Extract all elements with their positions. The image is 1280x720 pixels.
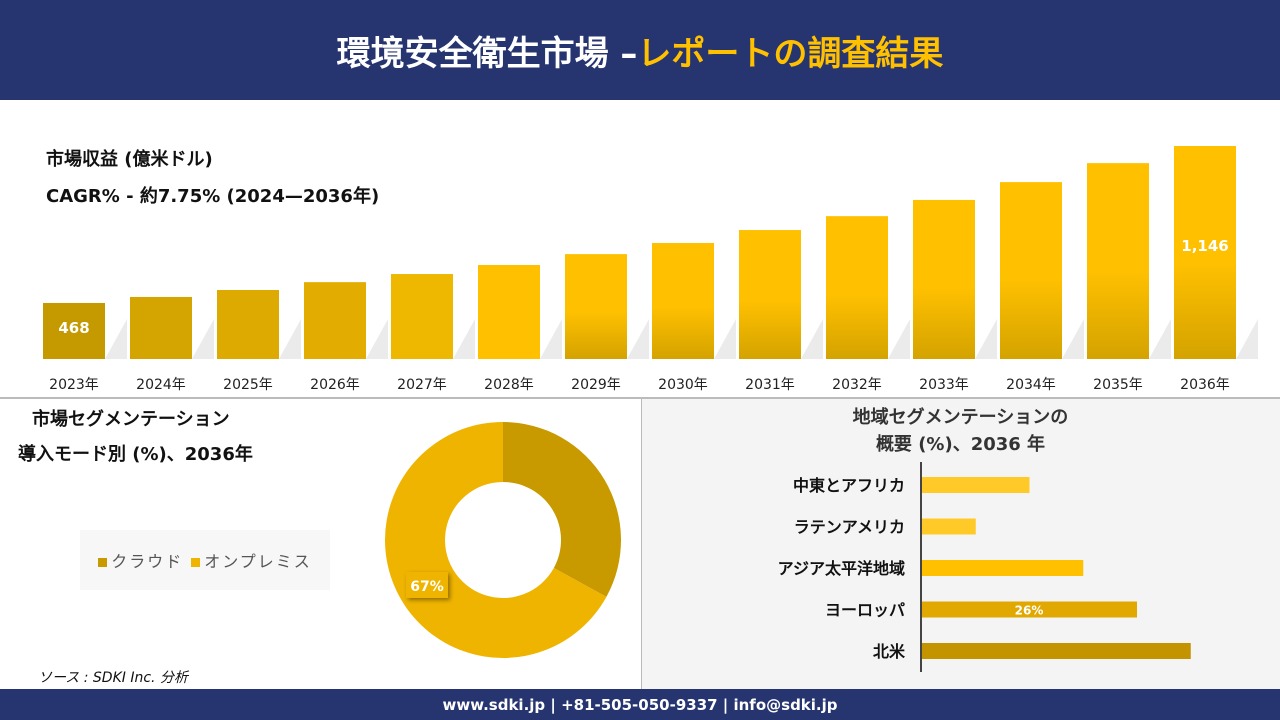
region-panel xyxy=(641,399,1280,689)
donut-slice xyxy=(503,422,621,597)
x-tick-label: 2034年 xyxy=(1006,377,1056,393)
source-note: ソース : SDKI Inc. 分析 xyxy=(38,670,188,686)
legend-swatch xyxy=(98,558,108,567)
region-bar xyxy=(922,518,976,535)
bar-shadow xyxy=(888,319,910,359)
bar-shadow xyxy=(975,319,997,359)
region-bar xyxy=(922,601,1137,618)
x-tick-label: 2035年 xyxy=(1093,377,1143,393)
legend-label: オンプレミス xyxy=(204,552,312,571)
bar-shadow xyxy=(366,319,388,359)
revenue-bar xyxy=(565,254,627,359)
donut-legend: クラウド オンプレミス xyxy=(80,530,330,590)
footer-contact: www.sdki.jp | +81-505-050-9337 | info@sd… xyxy=(0,689,1280,720)
revenue-bar xyxy=(652,243,714,359)
region-title-line2: 概要 (%)、2036 年 xyxy=(875,434,1046,455)
region-data-label: 26% xyxy=(1015,604,1044,618)
cagr-subtitle: CAGR% - 約7.75% (2024—2036年) xyxy=(46,186,380,207)
x-tick-label: 2033年 xyxy=(919,377,969,393)
legend-item-cloud: クラウド xyxy=(98,548,183,572)
revenue-bar xyxy=(391,274,453,359)
donut-data-label: 67% xyxy=(410,579,444,595)
x-tick-label: 2024年 xyxy=(136,377,186,393)
region-label: 中東とアフリカ xyxy=(793,476,905,495)
bar-data-label: 468 xyxy=(58,319,89,337)
bar-shadow xyxy=(192,319,214,359)
bar-shadow xyxy=(1062,319,1084,359)
x-tick-label: 2029年 xyxy=(571,377,621,393)
x-tick-label: 2026年 xyxy=(310,377,360,393)
divider xyxy=(0,397,1280,399)
revenue-bar xyxy=(43,302,105,359)
region-bar xyxy=(922,643,1191,659)
header-banner: 環境安全衛生市場 – レポートの調査結果 xyxy=(0,0,1280,100)
region-label: ラテンアメリカ xyxy=(794,518,905,537)
x-tick-label: 2025年 xyxy=(223,377,273,393)
revenue-bar xyxy=(1087,163,1149,359)
bar-data-label: 1,146 xyxy=(1181,237,1228,255)
segment-title: 市場セグメンテーション xyxy=(32,409,230,430)
x-tick-label: 2032年 xyxy=(832,377,882,393)
region-label: アジア太平洋地域 xyxy=(778,559,905,578)
bar-shadow xyxy=(105,319,127,359)
x-tick-label: 2023年 xyxy=(49,377,99,393)
revenue-bar xyxy=(304,282,366,359)
revenue-title: 市場収益 (億米ドル) xyxy=(46,149,213,170)
x-tick-label: 2027年 xyxy=(397,377,447,393)
x-tick-label: 2030年 xyxy=(658,377,708,393)
region-label: ヨーロッパ xyxy=(825,601,905,620)
legend-swatch xyxy=(191,558,201,567)
revenue-bar-chart: 2023年 468 2024年 2025年 2026年 2027年 2028年 2029年 20… xyxy=(43,146,1258,393)
region-bar xyxy=(922,477,1030,493)
x-tick-label: 2036年 xyxy=(1180,377,1230,393)
region-title-line1: 地域セグメンテーションの xyxy=(852,407,1069,428)
legend-label: クラウド xyxy=(111,552,184,571)
title-white: 環境安全衛生市場 – xyxy=(336,33,638,74)
revenue-bar xyxy=(826,216,888,359)
revenue-bar xyxy=(217,290,279,359)
x-tick-label: 2028年 xyxy=(484,377,534,393)
donut-slice xyxy=(385,422,607,658)
bar-shadow xyxy=(453,319,475,359)
bar-shadow xyxy=(627,319,649,359)
region-title: 地域セグメンテーションの 概要 (%)、2036 年 xyxy=(641,404,1280,458)
title-yellow: レポートの調査結果 xyxy=(637,33,944,74)
revenue-bar xyxy=(1000,182,1062,359)
bar-shadow xyxy=(540,319,562,359)
bar-shadow xyxy=(279,319,301,359)
region-bar xyxy=(922,560,1084,576)
x-tick-label: 2031年 xyxy=(745,377,795,393)
bar-shadow xyxy=(801,319,823,359)
segment-subtitle: 導入モード別 (%)、2036年 xyxy=(18,444,253,465)
revenue-bar xyxy=(913,199,975,359)
legend-item-onprem: オンプレミス xyxy=(191,548,312,572)
bar-shadow xyxy=(1236,319,1258,359)
region-label: 北米 xyxy=(873,642,906,661)
data-label-box xyxy=(406,572,448,598)
revenue-bar xyxy=(130,296,192,359)
revenue-bar xyxy=(1174,146,1236,359)
bar-shadow xyxy=(1149,319,1171,359)
bar-shadow xyxy=(714,319,736,359)
deployment-donut-chart: 67% xyxy=(385,422,621,658)
revenue-bar xyxy=(478,265,540,359)
revenue-bar xyxy=(739,230,801,359)
